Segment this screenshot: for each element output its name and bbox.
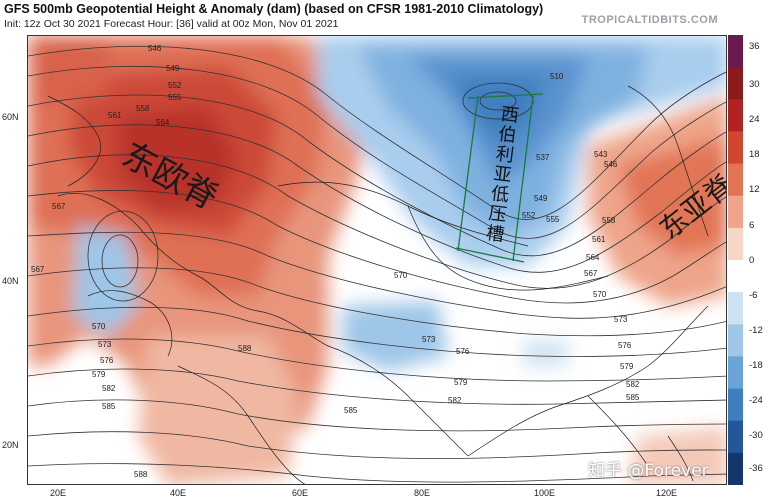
colorbar-swatches: [728, 35, 743, 486]
colorbar-swatch: [728, 227, 743, 261]
colorbar-label: 6: [749, 220, 755, 231]
colorbar-label: 24: [749, 114, 760, 125]
contour-label: 549: [166, 64, 180, 73]
colorbar-swatch: [728, 35, 743, 68]
colorbar-swatch: [728, 452, 743, 486]
colorbar-swatch: [728, 99, 743, 132]
map-title: GFS 500mb Geopotential Height & Anomaly …: [4, 2, 544, 16]
colorbar-swatch: [728, 163, 743, 197]
contour-label: 543: [594, 150, 608, 159]
colorbar-swatch: [728, 67, 743, 100]
lat-label-60n: 60N: [2, 112, 19, 122]
contour-label: 588: [238, 344, 252, 353]
contour-label: 582: [102, 384, 116, 393]
contour-label: 585: [344, 406, 358, 415]
lon-label-120e: 120E: [656, 488, 678, 498]
contour-label: 570: [92, 322, 106, 331]
anomaly-shading: [28, 36, 726, 484]
brand-label: TROPICALTIDBITS.COM: [581, 14, 718, 26]
contour-label: 537: [536, 153, 550, 162]
colorbar: [728, 35, 743, 486]
map-canvas: [28, 36, 726, 484]
contour-label: 576: [618, 341, 632, 350]
contour-label: 552: [522, 211, 536, 220]
contour-label: 552: [168, 81, 182, 90]
lon-label-60e: 60E: [292, 488, 309, 498]
lat-label-40n: 40N: [2, 276, 19, 286]
colorbar-swatch: [728, 420, 743, 454]
contour-label: 561: [108, 111, 122, 120]
contour-label: 576: [100, 356, 114, 365]
contour-label: 582: [626, 380, 640, 389]
lon-label-40e: 40E: [170, 488, 187, 498]
colorbar-label: 12: [749, 184, 760, 195]
contour-label: 573: [98, 340, 112, 349]
map-subtitle: Init: 12z Oct 30 2021 Forecast Hour: [36…: [4, 18, 339, 30]
colorbar-label: -24: [749, 395, 763, 406]
colorbar-swatch: [728, 388, 743, 422]
contour-label: 579: [620, 362, 634, 371]
trough-axis-markers: [455, 93, 544, 263]
contour-label: 570: [593, 290, 607, 299]
contour-label: 558: [602, 216, 616, 225]
contour-label: 555: [546, 215, 560, 224]
height-contours: [28, 45, 726, 483]
contour-label: 573: [614, 315, 628, 324]
contour-label: 567: [52, 202, 66, 211]
colorbar-swatch: [728, 356, 743, 390]
lon-label-20e: 20E: [50, 488, 67, 498]
contour-label: 579: [92, 370, 106, 379]
contour-label: 558: [136, 104, 150, 113]
contour-label: 588: [134, 470, 148, 479]
colorbar-label: 36: [749, 41, 760, 52]
colorbar-label: 0: [749, 255, 755, 266]
contour-label: 582: [448, 396, 462, 405]
contour-label: 564: [156, 118, 170, 127]
lon-label-80e: 80E: [414, 488, 431, 498]
contour-label: 510: [550, 72, 564, 81]
contour-label: 585: [626, 393, 640, 402]
contour-label: 576: [456, 347, 470, 356]
watermark: 知乎 @Forever: [588, 461, 709, 481]
contour-label: 564: [586, 253, 600, 262]
contour-label: 555: [168, 93, 182, 102]
colorbar-swatch: [728, 260, 743, 293]
contour-label: 573: [422, 335, 436, 344]
colorbar-label: -12: [749, 325, 763, 336]
colorbar-swatch: [728, 195, 743, 229]
contour-label: 585: [102, 402, 116, 411]
anomaly-map: 546 549 552 555 558 561 564 567 567 570 …: [27, 35, 727, 485]
colorbar-label: -6: [749, 290, 758, 301]
colorbar-label: 30: [749, 79, 760, 90]
contour-label: 549: [534, 194, 548, 203]
lat-label-20n: 20N: [2, 440, 19, 450]
contour-label: 567: [31, 265, 45, 274]
lon-label-100e: 100E: [534, 488, 556, 498]
colorbar-swatch: [728, 131, 743, 165]
contour-label: 579: [454, 378, 468, 387]
contour-label: 546: [604, 160, 618, 169]
contour-label: 567: [584, 269, 598, 278]
contour-label: 561: [592, 235, 606, 244]
colorbar-label: -36: [749, 463, 763, 474]
colorbar-swatch: [728, 292, 743, 325]
colorbar-swatch: [728, 324, 743, 357]
contour-label: 546: [148, 44, 162, 53]
land-borders: [47, 85, 709, 484]
contour-label: 570: [394, 271, 408, 280]
colorbar-label: -18: [749, 360, 763, 371]
colorbar-label: -30: [749, 430, 763, 441]
colorbar-label: 18: [749, 149, 760, 160]
